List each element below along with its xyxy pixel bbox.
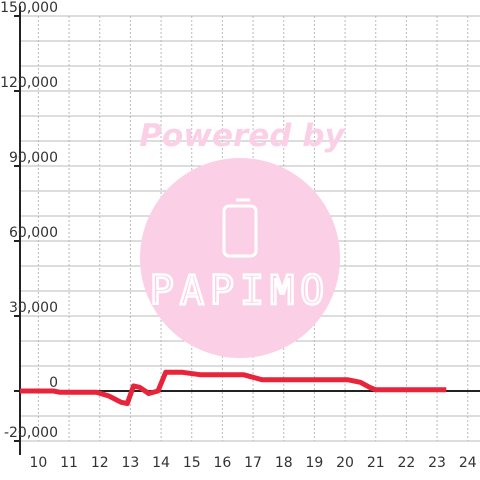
y-tick-labels: 150,000 120,000 90,000 60,000 30,000 0 -20,000 (0, 0, 58, 441)
x-tick-label: 14 (152, 455, 170, 471)
x-tick-label: 20 (336, 455, 354, 471)
y-tick-label: 150,000 (0, 0, 58, 16)
series-line (20, 369, 447, 406)
y-tick-label: 120,000 (0, 75, 58, 91)
y-tick-label: 0 (49, 375, 58, 391)
x-tick-label: 12 (91, 455, 109, 471)
papimo-watermark: Powered by PAPIMO (139, 118, 346, 358)
series-layer (20, 369, 447, 406)
x-tick-label: 15 (183, 455, 201, 471)
y-tick-label: -20,000 (4, 425, 58, 441)
x-tick-label: 17 (244, 455, 262, 471)
x-tick-label: 11 (60, 455, 78, 471)
x-tick-label: 10 (29, 455, 47, 471)
x-tick-label: 23 (428, 455, 446, 471)
phone-icon (222, 198, 258, 258)
x-tick-label: 22 (397, 455, 415, 471)
x-tick-label: 13 (121, 455, 139, 471)
y-tick-label: 60,000 (9, 225, 58, 241)
y-tick-label: 90,000 (9, 150, 58, 166)
x-tick-label: 21 (367, 455, 385, 471)
x-tick-label: 16 (213, 455, 231, 471)
x-tick-label: 19 (305, 455, 323, 471)
y-tick-label: 30,000 (9, 300, 58, 316)
powered-by-text: Powered by (139, 118, 346, 154)
x-tick-label: 24 (459, 455, 477, 471)
x-tick-labels: 10 11 12 13 14 15 16 17 18 19 20 21 22 23 24 (29, 455, 476, 471)
papimo-logo-text: PAPIMO (150, 268, 331, 314)
watermark-circle (140, 158, 340, 358)
grid-lines (20, 15, 480, 442)
x-tick-label: 18 (275, 455, 293, 471)
